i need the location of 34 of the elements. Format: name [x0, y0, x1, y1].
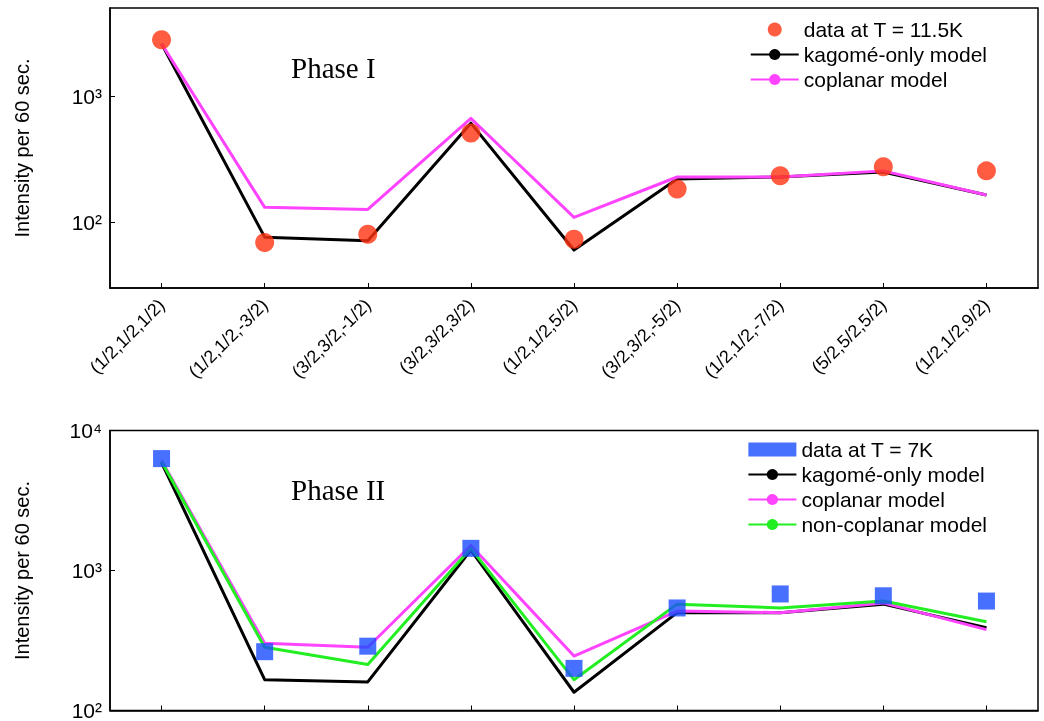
legend-label: coplanar model	[803, 68, 948, 91]
point	[358, 224, 378, 244]
point	[255, 232, 275, 252]
legend-label: non-coplanar model	[801, 513, 988, 536]
legend-label: kagomé-only model	[801, 463, 985, 486]
legend-label: kagomé-only model	[803, 43, 988, 66]
point	[564, 229, 584, 249]
point	[461, 123, 481, 143]
y-axis-title: Intensity per 60 sec.	[11, 58, 33, 238]
point	[153, 450, 171, 468]
point	[668, 599, 686, 617]
text: Phase II	[291, 473, 386, 506]
point	[152, 30, 172, 50]
legend-label: data at T = 7K	[801, 438, 934, 461]
y-tick-label: 10³	[71, 84, 102, 108]
y-tick-label: 10⁴	[69, 419, 102, 442]
y-tick-label: 10²	[71, 210, 102, 234]
point	[771, 585, 789, 603]
text: Phase I	[291, 51, 376, 84]
point	[770, 166, 790, 186]
point	[976, 161, 996, 181]
point	[667, 179, 687, 199]
y-tick-label: 10²	[71, 699, 102, 721]
point	[873, 157, 893, 177]
point	[462, 539, 480, 557]
point	[565, 659, 583, 677]
y-tick-label: 10³	[71, 559, 102, 582]
legend-label: coplanar model	[801, 488, 945, 511]
point	[359, 637, 377, 655]
point	[977, 592, 995, 610]
y-axis-title: Intensity per 60 sec.	[11, 481, 33, 660]
legend-label: data at T = 11.5K	[803, 18, 964, 41]
point	[256, 643, 274, 661]
point	[874, 587, 892, 605]
